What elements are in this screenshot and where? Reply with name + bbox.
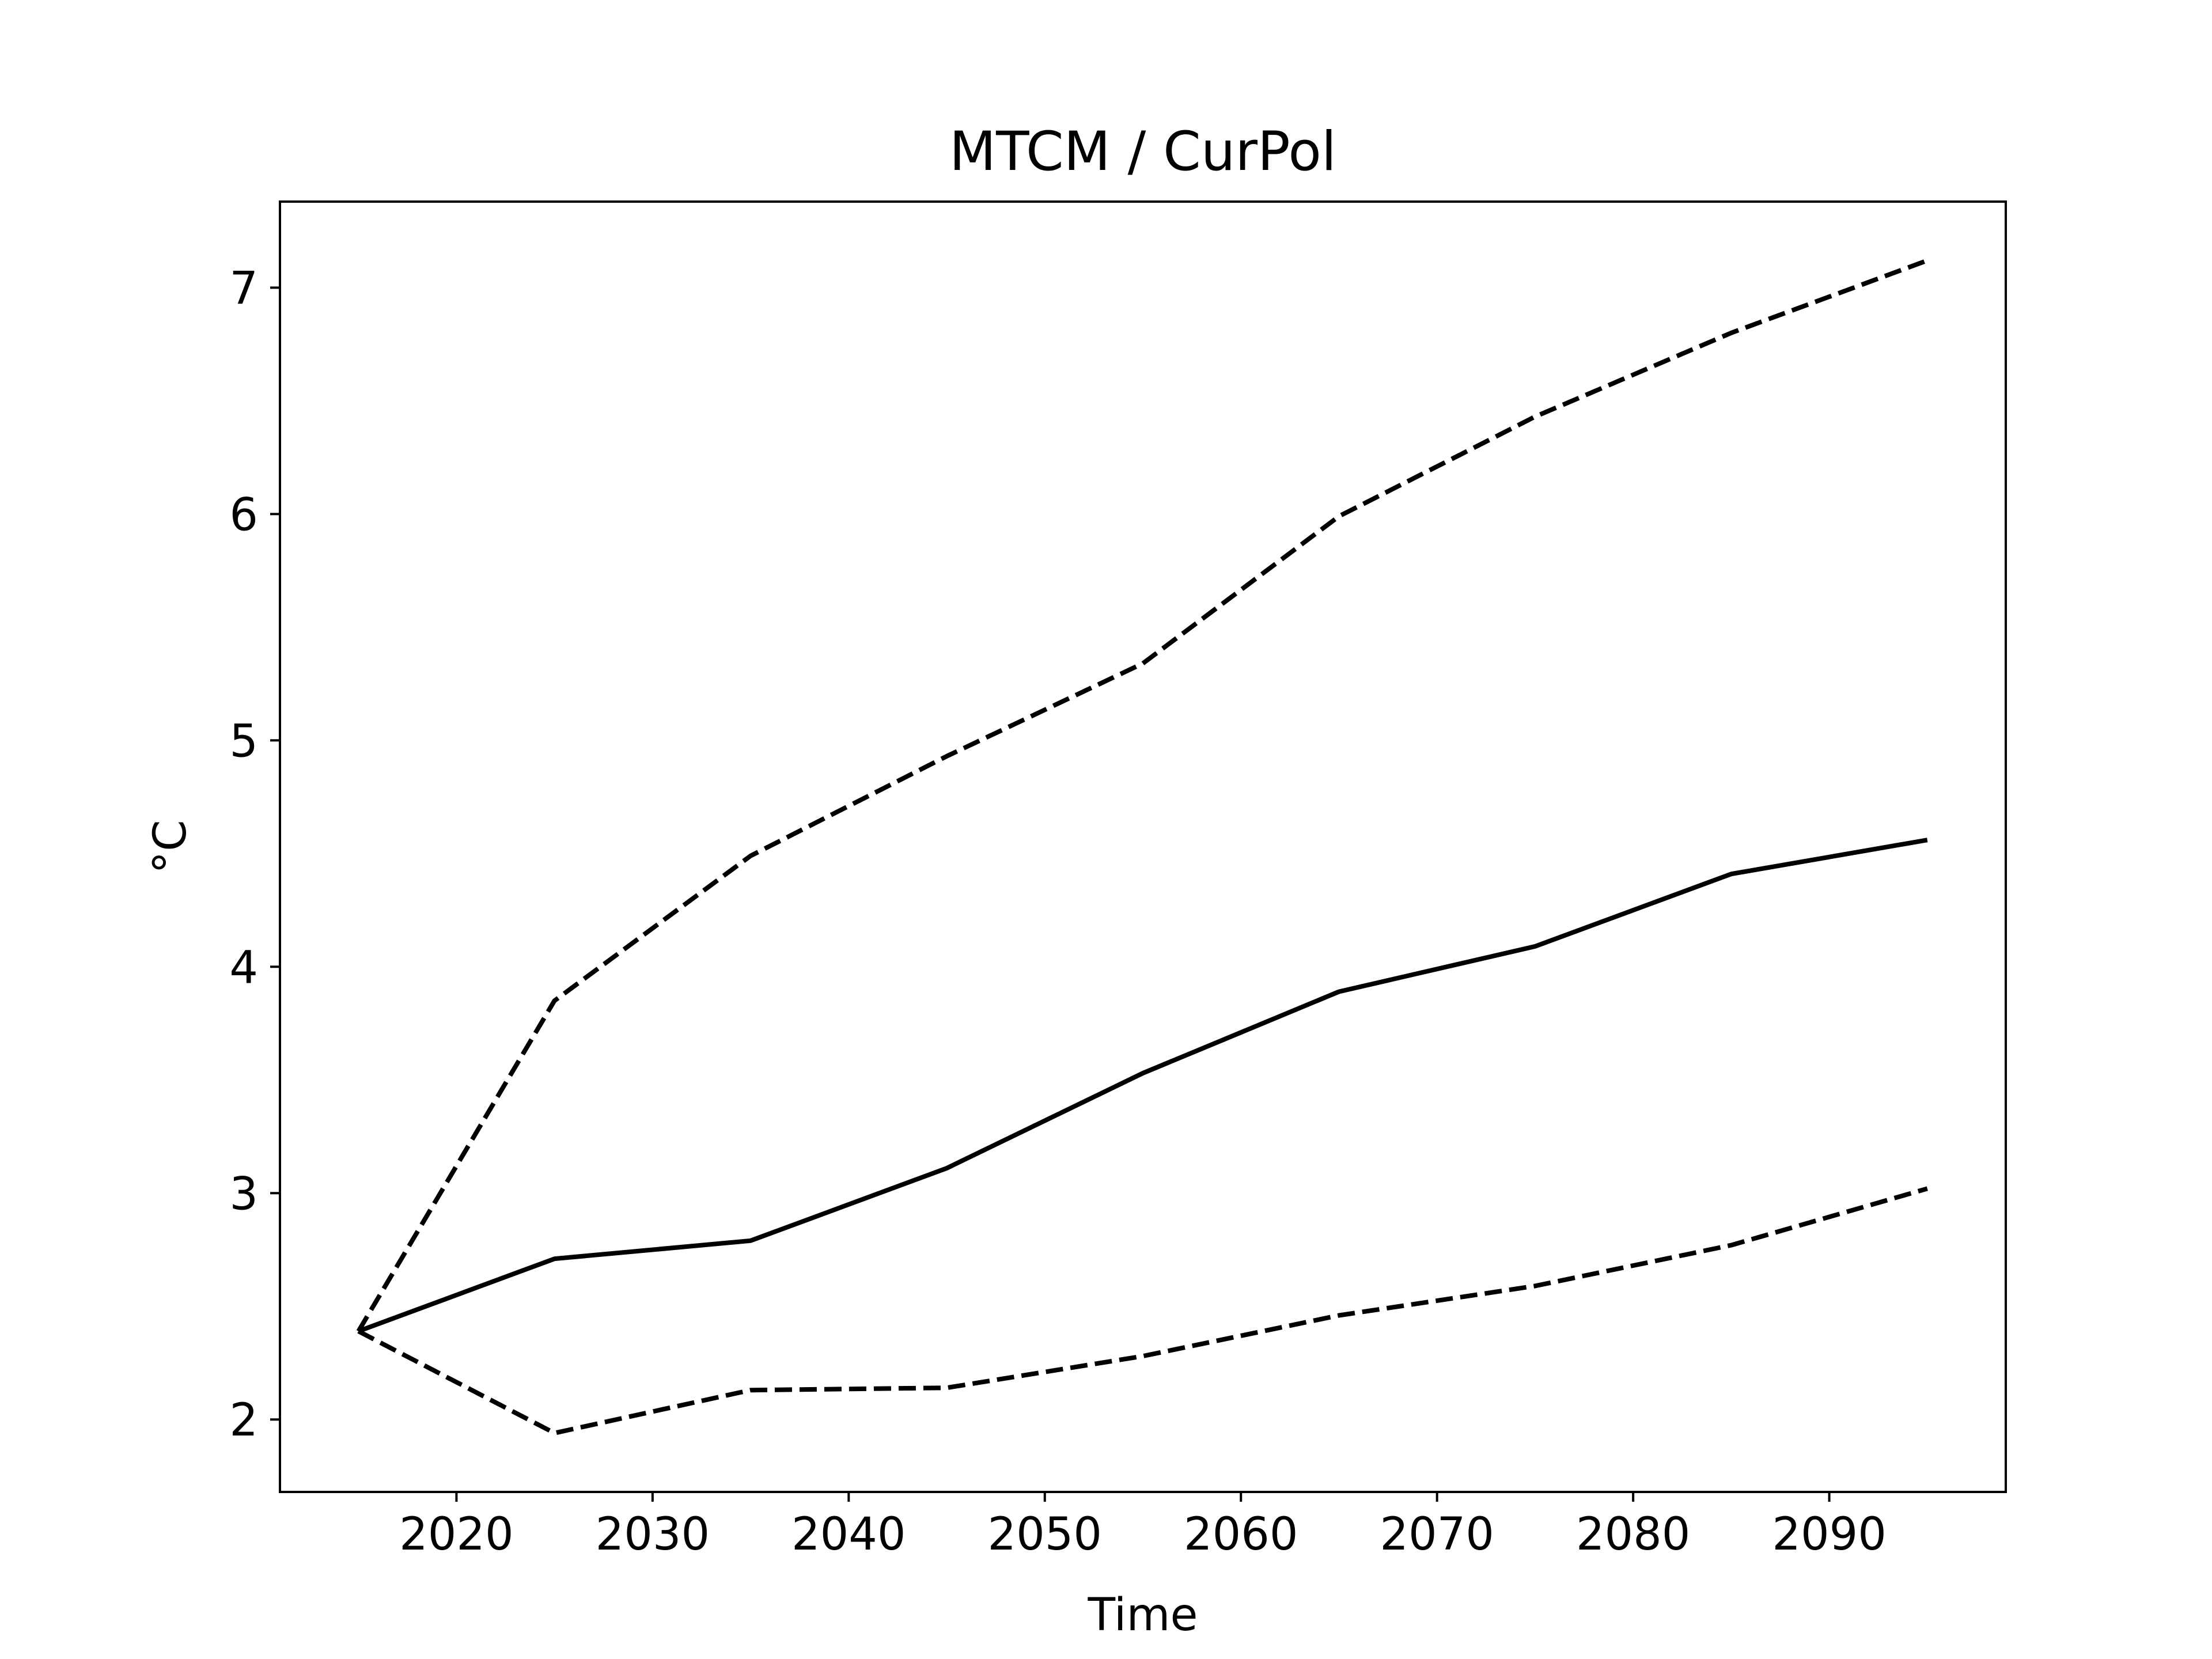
x-tick-label: 2040 [791, 1509, 906, 1560]
series-layer [356, 258, 1929, 1435]
x-tick-label: 2080 [1576, 1509, 1691, 1560]
y-axis-label: °C [145, 820, 196, 873]
x-tick-label: 2060 [1184, 1509, 1298, 1560]
y-tick-label: 5 [229, 715, 258, 767]
plot-frame [279, 200, 2007, 1493]
y-tick-label: 7 [229, 263, 258, 315]
x-tick-label: 2020 [399, 1509, 514, 1560]
y-tick-label: 3 [229, 1168, 258, 1220]
chart-title: MTCM / CurPol [949, 120, 1336, 183]
x-tick-label: 2090 [1772, 1509, 1887, 1560]
dashed-series-line-1 [356, 258, 1929, 1333]
y-tick-label: 6 [229, 489, 258, 541]
x-tick-label: 2050 [988, 1509, 1103, 1560]
dashed-series-line-2 [357, 1186, 1928, 1435]
x-tick-label: 2070 [1380, 1509, 1494, 1560]
solid-series-line-0 [357, 838, 1928, 1334]
x-tick-label: 2030 [596, 1509, 710, 1560]
x-axis-label: Time [1088, 1589, 1198, 1641]
y-tick-label: 4 [229, 942, 258, 994]
y-tick-label: 2 [229, 1395, 258, 1446]
tick-layer: 2020 2030 2040 2050 2060 2070 2080 2090 2 3 4 5 6 7 [229, 263, 1886, 1560]
